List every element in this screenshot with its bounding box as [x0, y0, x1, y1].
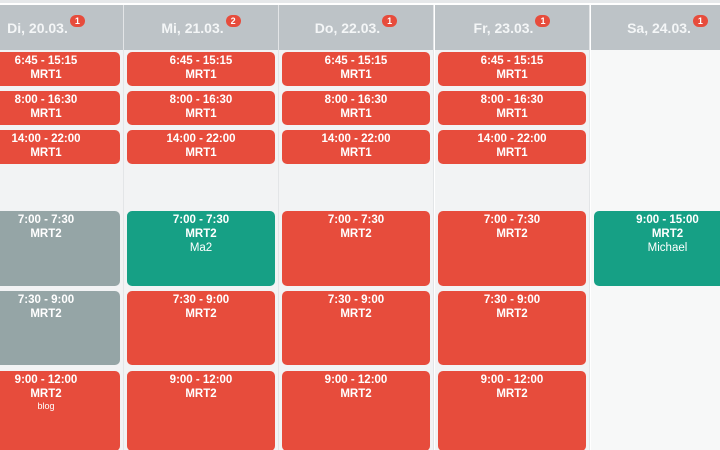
- shift-time: 8:00 - 16:30: [169, 94, 233, 106]
- shift-time: 9:00 - 15:00: [636, 214, 699, 226]
- shift-card[interactable]: 9:00 - 12:00 MRT2 blog: [0, 371, 120, 450]
- shift-time: 7:00 - 7:30: [172, 214, 230, 226]
- shift-card[interactable]: 9:00 - 12:00 MRT2: [127, 371, 275, 450]
- day-column: Sa, 24.03. 1 9:00 - 15:00 MRT2 Michael: [591, 5, 720, 450]
- day-header[interactable]: Sa, 24.03. 1: [591, 5, 720, 50]
- shift-person: Michael: [647, 242, 688, 254]
- day-label: Do, 22.03.: [314, 19, 381, 36]
- shift-location: MRT2: [185, 228, 217, 240]
- shift-location: MRT1: [30, 147, 62, 159]
- shift-card[interactable]: 6:45 - 15:15 MRT1: [127, 52, 275, 86]
- shift-card[interactable]: 9:00 - 12:00 MRT2: [282, 371, 430, 450]
- shift-location: MRT1: [30, 108, 62, 120]
- shift-time: 8:00 - 16:30: [480, 94, 544, 106]
- shift-time: 9:00 - 12:00: [480, 374, 544, 386]
- shift-time: 7:30 - 9:00: [172, 294, 230, 306]
- shift-time: 9:00 - 12:00: [324, 374, 388, 386]
- day-header[interactable]: Fr, 23.03. 1: [435, 5, 589, 50]
- shift-time: 14:00 - 22:00: [11, 133, 81, 145]
- shift-card[interactable]: 7:00 - 7:30 MRT2: [282, 211, 430, 286]
- shift-card[interactable]: 7:30 - 9:00 MRT2: [0, 291, 120, 365]
- shift-time: 14:00 - 22:00: [477, 133, 547, 145]
- shift-location: MRT2: [340, 308, 372, 320]
- shift-card[interactable]: 7:30 - 9:00 MRT2: [127, 291, 275, 365]
- shift-location: MRT1: [496, 108, 528, 120]
- shift-time: 6:45 - 15:15: [14, 55, 78, 67]
- shift-location: MRT1: [340, 108, 372, 120]
- shift-time: 6:45 - 15:15: [480, 55, 544, 67]
- shift-time: 9:00 - 12:00: [14, 374, 78, 386]
- day-label: Sa, 24.03.: [627, 19, 691, 36]
- shift-time: 7:00 - 7:30: [483, 214, 541, 226]
- shift-card[interactable]: 7:00 - 7:30 MRT2: [438, 211, 586, 286]
- shift-person: Ma2: [189, 242, 213, 254]
- shift-card[interactable]: 14:00 - 22:00 MRT1: [438, 130, 586, 164]
- shift-location: MRT2: [340, 388, 372, 400]
- shift-time: 7:30 - 9:00: [483, 294, 541, 306]
- day-header[interactable]: Di, 20.03. 1: [0, 5, 123, 50]
- shift-time: 14:00 - 22:00: [166, 133, 236, 145]
- shift-note: blog: [37, 401, 55, 411]
- shift-location: MRT2: [651, 228, 684, 240]
- shift-location: MRT2: [496, 228, 528, 240]
- day-header[interactable]: Do, 22.03. 1: [279, 5, 433, 50]
- shift-card[interactable]: 8:00 - 16:30 MRT1: [282, 91, 430, 125]
- shift-location: MRT2: [496, 308, 528, 320]
- shift-card[interactable]: 7:30 - 9:00 MRT2: [438, 291, 586, 365]
- day-label: Mi, 21.03.: [161, 19, 224, 36]
- day-column: Do, 22.03. 1 6:45 - 15:15 MRT1 8:00 - 16:30 M…: [279, 5, 434, 450]
- shift-location: MRT2: [340, 228, 372, 240]
- shift-location: MRT2: [30, 228, 62, 240]
- shift-location: MRT2: [30, 308, 62, 320]
- shift-location: MRT1: [185, 108, 217, 120]
- shift-location: MRT2: [496, 388, 528, 400]
- shift-location: MRT1: [30, 69, 62, 81]
- shift-card[interactable]: 6:45 - 15:15 MRT1: [0, 52, 120, 86]
- shift-location: MRT2: [185, 388, 217, 400]
- shift-card[interactable]: 7:00 - 7:30 MRT2 Ma2: [127, 211, 275, 286]
- shift-location: MRT1: [496, 69, 528, 81]
- shift-card[interactable]: 14:00 - 22:00 MRT1: [0, 130, 120, 164]
- shift-time: 7:00 - 7:30: [327, 214, 385, 226]
- shift-card[interactable]: 8:00 - 16:30 MRT1: [438, 91, 586, 125]
- shift-time: 7:30 - 9:00: [327, 294, 385, 306]
- shift-card[interactable]: 8:00 - 16:30 MRT1: [0, 91, 120, 125]
- count-badge: 1: [535, 14, 551, 27]
- count-badge: 1: [382, 14, 398, 27]
- day-label: Di, 20.03.: [7, 19, 68, 36]
- shift-time: 9:00 - 12:00: [169, 374, 233, 386]
- day-column: Fr, 23.03. 1 6:45 - 15:15 MRT1 8:00 - 16:30 M…: [435, 5, 590, 450]
- count-badge: 1: [69, 14, 85, 27]
- shift-card[interactable]: 6:45 - 15:15 MRT1: [282, 52, 430, 86]
- shift-card[interactable]: 6:45 - 15:15 MRT1: [438, 52, 586, 86]
- shift-time: 7:00 - 7:30: [17, 214, 75, 226]
- shift-card[interactable]: 14:00 - 22:00 MRT1: [282, 130, 430, 164]
- shift-card[interactable]: 9:00 - 15:00 MRT2 Michael: [594, 211, 720, 286]
- shift-location: MRT2: [30, 388, 62, 400]
- shift-card[interactable]: 7:00 - 7:30 MRT2: [0, 211, 120, 286]
- day-column: Di, 20.03. 1 6:45 - 15:15 MRT1 8:00 - 16:30 M…: [0, 5, 124, 450]
- shift-location: MRT2: [185, 308, 217, 320]
- shift-location: MRT1: [340, 69, 372, 81]
- shift-card[interactable]: 9:00 - 12:00 MRT2: [438, 371, 586, 450]
- shift-time: 6:45 - 15:15: [169, 55, 233, 67]
- shift-time: 6:45 - 15:15: [324, 55, 388, 67]
- shift-location: MRT1: [185, 147, 217, 159]
- count-badge: 1: [692, 14, 708, 27]
- shift-time: 7:30 - 9:00: [17, 294, 75, 306]
- shift-location: MRT1: [340, 147, 372, 159]
- shift-location: MRT1: [185, 69, 217, 81]
- shift-card[interactable]: 14:00 - 22:00 MRT1: [127, 130, 275, 164]
- shift-time: 8:00 - 16:30: [14, 94, 78, 106]
- shift-card[interactable]: 7:30 - 9:00 MRT2: [282, 291, 430, 365]
- day-header[interactable]: Mi, 21.03. 2: [124, 5, 278, 50]
- shift-card[interactable]: 8:00 - 16:30 MRT1: [127, 91, 275, 125]
- shift-time: 14:00 - 22:00: [321, 133, 391, 145]
- shift-time: 8:00 - 16:30: [324, 94, 388, 106]
- day-column: Mi, 21.03. 2 6:45 - 15:15 MRT1 8:00 - 16:30 M…: [124, 5, 279, 450]
- shift-location: MRT1: [496, 147, 528, 159]
- count-badge: 2: [225, 14, 241, 27]
- day-label: Fr, 23.03.: [473, 19, 534, 36]
